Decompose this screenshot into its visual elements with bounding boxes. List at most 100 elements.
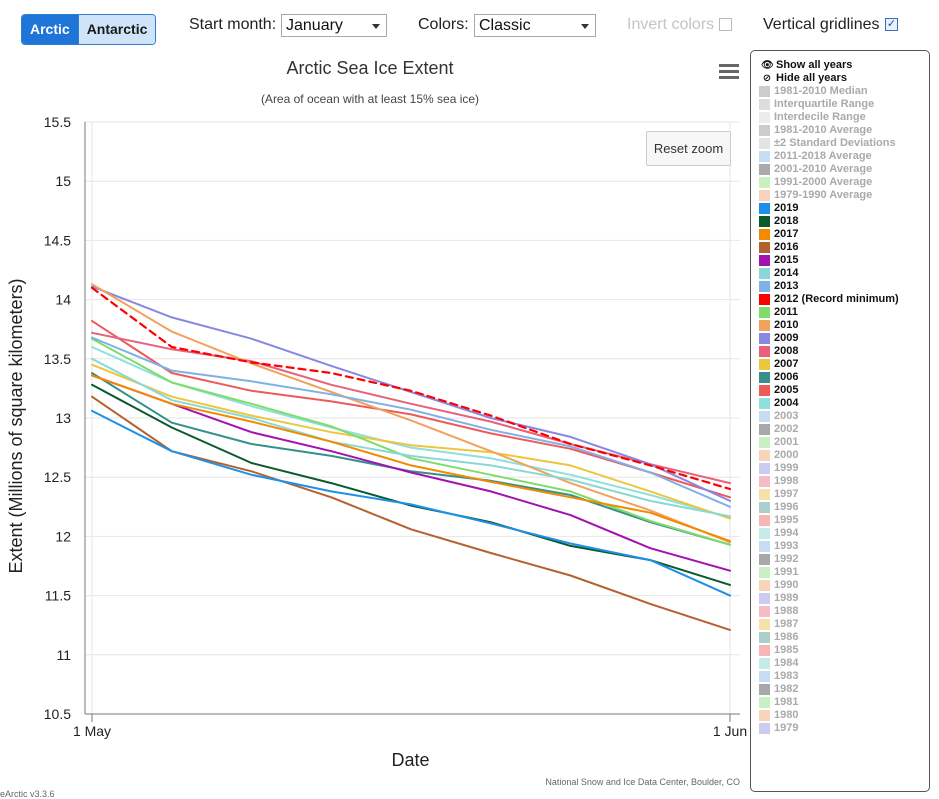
legend-label: 1996 (774, 501, 799, 513)
legend-swatch (759, 671, 770, 682)
series-line-2019 (91, 409, 731, 597)
series-line-2017 (91, 374, 731, 543)
colors-value: Classic (479, 17, 531, 34)
legend-swatch (759, 684, 770, 695)
series-line-2011 (91, 337, 731, 546)
legend-swatch (759, 281, 770, 292)
series-line-2016 (91, 395, 731, 631)
legend-label: 2001 (774, 436, 799, 448)
legend-label: 1984 (774, 657, 799, 669)
legend-swatch (759, 216, 770, 227)
legend-label: 1998 (774, 475, 799, 487)
y-tick-label: 12.5 (44, 469, 71, 485)
legend-label: 2007 (774, 358, 799, 370)
start-month-value: January (286, 17, 343, 34)
colors-select[interactable]: Classic (474, 14, 596, 37)
series-line-2004 (91, 346, 731, 519)
toolbar: Arctic Antarctic Start month: January Co… (0, 0, 939, 50)
legend-label: 2009 (774, 332, 799, 344)
legend-label: 1979-1990 Average (774, 189, 873, 201)
legend-swatch (759, 489, 770, 500)
vertical-gridlines-label: Vertical gridlines (763, 16, 880, 33)
show-all-years-button[interactable]: 👁 Show all years (761, 59, 852, 72)
hamburger-menu-icon[interactable] (719, 64, 739, 80)
dropdown-caret-icon (581, 24, 589, 29)
x-axis-title: Date (391, 750, 429, 770)
series-line-2013 (91, 336, 731, 508)
legend-label: 1981-2010 Average (774, 124, 873, 136)
series-line-2012 (90, 286, 732, 491)
y-tick-label: 14.5 (44, 232, 71, 248)
legend-swatch (759, 645, 770, 656)
legend-label: 1981 (774, 696, 799, 708)
legend-swatch (759, 710, 770, 721)
legend-swatch (759, 255, 770, 266)
legend-label: 1983 (774, 670, 799, 682)
y-tick-label: 13.5 (44, 351, 71, 367)
legend-swatch (759, 580, 770, 591)
legend-swatch (759, 424, 770, 435)
legend-swatch (759, 294, 770, 305)
hide-all-label: Hide all years (776, 72, 847, 84)
legend-label: 2005 (774, 384, 799, 396)
legend-label: 1987 (774, 618, 799, 630)
legend-label: 1994 (774, 527, 799, 539)
legend-label: 2017 (774, 228, 799, 240)
legend-swatch (759, 437, 770, 448)
hide-all-years-button[interactable]: ⊘ Hide all years (761, 72, 847, 85)
antarctic-button[interactable]: Antarctic (77, 15, 156, 44)
legend-label: 2011-2018 Average (774, 150, 872, 162)
vertical-gridlines-checkbox[interactable]: ✓ (885, 18, 898, 31)
legend-swatch (759, 450, 770, 461)
invert-colors-checkbox[interactable] (719, 18, 732, 31)
legend-swatch (759, 697, 770, 708)
legend-label: 1991 (774, 566, 799, 578)
legend-label: 1989 (774, 592, 799, 604)
legend-label: Interquartile Range (774, 98, 875, 110)
series-line-2009 (91, 285, 731, 502)
start-month-select[interactable]: January (281, 14, 387, 37)
legend-label: 2018 (774, 215, 799, 227)
legend-label: 2003 (774, 410, 799, 422)
legend-swatch (759, 86, 770, 97)
credits: National Snow and Ice Data Center, Bould… (545, 777, 740, 787)
legend-label: 1988 (774, 605, 799, 617)
legend-swatch (759, 372, 770, 383)
y-tick-label: 15.5 (44, 114, 71, 130)
show-all-label: Show all years (776, 59, 853, 71)
y-tick-label: 10.5 (44, 706, 71, 722)
reset-zoom-button[interactable]: Reset zoom (646, 131, 731, 166)
legend-swatch (759, 320, 770, 331)
invert-colors-label: Invert colors (627, 16, 715, 33)
legend-label: 1982 (774, 683, 799, 695)
legend-panel: 👁 Show all years ⊘ Hide all years 1981-201… (750, 50, 930, 792)
legend-label: 2010 (774, 319, 799, 331)
series-line-2014 (91, 357, 731, 518)
legend-swatch (759, 203, 770, 214)
legend-swatch (759, 502, 770, 513)
legend-swatch (759, 346, 770, 357)
legend-label: 2008 (774, 345, 799, 357)
eye-slash-icon: ⊘ (762, 73, 772, 84)
y-tick-label: 13 (55, 410, 71, 426)
legend-label: 1981-2010 Median (774, 85, 868, 97)
y-tick-label: 11 (56, 647, 71, 663)
arctic-button[interactable]: Arctic (22, 15, 78, 44)
legend-swatch (759, 190, 770, 201)
y-tick-label: 15 (55, 173, 71, 189)
series-line-2006 (91, 372, 731, 546)
start-month-label: Start month: (189, 16, 277, 33)
legend-swatch (759, 723, 770, 734)
legend-label: 1979 (774, 722, 799, 734)
legend-label: Interdecile Range (774, 111, 866, 123)
y-axis-title: Extent (Millions of square kilometers) (6, 278, 26, 573)
legend-label: 2015 (774, 254, 799, 266)
legend-label: 2016 (774, 241, 799, 253)
legend-label: 1985 (774, 644, 799, 656)
legend-label: 2000 (774, 449, 799, 461)
legend-label: 2014 (774, 267, 799, 279)
legend-label: 2004 (774, 397, 799, 409)
legend-swatch (759, 619, 770, 630)
legend-swatch (759, 411, 770, 422)
series-line-2010 (91, 283, 731, 544)
